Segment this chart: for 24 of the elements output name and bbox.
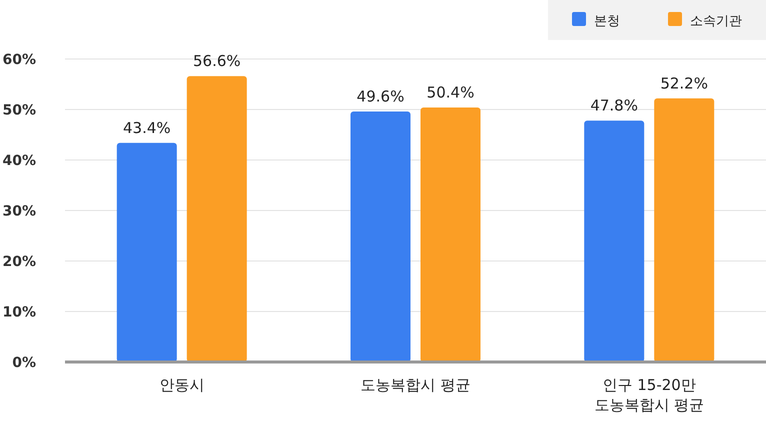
bar: [420, 107, 480, 362]
text: 47.8%: [590, 96, 638, 115]
bar: [584, 120, 644, 362]
text: 50.4%: [426, 83, 474, 102]
x-tick-label: 안동시: [159, 376, 204, 394]
text: 56.6%: [193, 52, 241, 70]
text: 52.2%: [660, 74, 708, 92]
x-tick-label: 도농복합시 평균: [360, 376, 470, 394]
y-tick-label: 30%: [2, 204, 36, 220]
y-tick-label: 50%: [2, 102, 36, 118]
y-tick-label: 0%: [12, 355, 36, 371]
bar: [186, 76, 247, 362]
legend-label: 본청: [594, 14, 620, 29]
text: 49.6%: [356, 88, 404, 106]
bar: [116, 142, 177, 362]
x-tick-label: 인구 15-20만 도농복합시 평균: [594, 376, 704, 414]
bar: [654, 98, 714, 362]
legend-label: 소속기관: [690, 14, 742, 29]
y-tick-label: 20%: [2, 254, 36, 270]
bar: [350, 112, 410, 362]
y-tick-label: 10%: [2, 304, 36, 320]
y-tick-label: 40%: [2, 153, 36, 169]
y-tick-label: 60%: [2, 52, 36, 68]
text: 43.4%: [123, 118, 171, 137]
